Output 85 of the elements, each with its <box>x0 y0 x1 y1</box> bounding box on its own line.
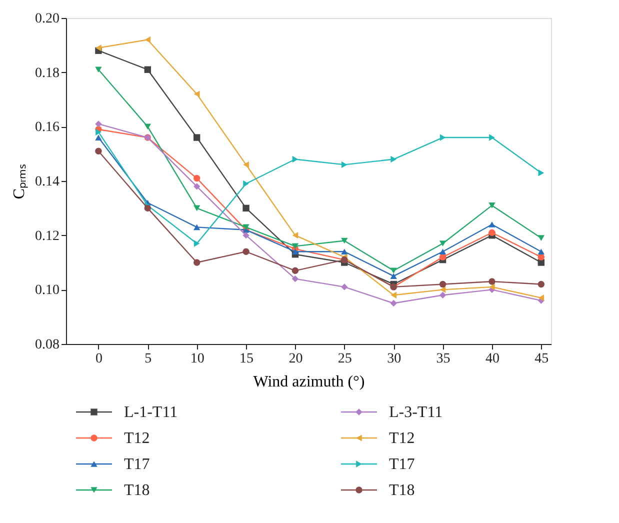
point <box>538 280 545 288</box>
legend-label: T12 <box>124 430 150 447</box>
x-tick-label: 20 <box>288 352 303 366</box>
x-tick-label: 25 <box>338 352 352 366</box>
point <box>341 248 348 255</box>
point <box>292 267 299 274</box>
point <box>193 134 200 141</box>
point <box>292 275 299 282</box>
x-axis-title: Wind azimuth (°) <box>253 374 365 390</box>
legend-label: L-3-T11 <box>389 404 443 421</box>
legend-label: T12 <box>389 430 415 447</box>
y-tick-label: 0.14 <box>35 174 60 190</box>
point <box>390 292 396 298</box>
x-tick-label: 10 <box>190 352 204 366</box>
point <box>193 205 200 212</box>
point <box>488 229 496 236</box>
point <box>439 292 446 298</box>
x-tick-label: 0 <box>95 352 102 366</box>
point <box>144 66 152 73</box>
point <box>489 284 495 290</box>
y-tick-label: 0.12 <box>35 228 60 244</box>
x-tick-label: 35 <box>436 352 450 366</box>
point <box>341 284 348 290</box>
point <box>390 300 397 307</box>
x-tick-label: 5 <box>144 352 152 366</box>
legend-label: T17 <box>124 456 150 473</box>
point <box>440 134 446 141</box>
point <box>193 259 200 266</box>
point <box>242 232 250 239</box>
point <box>538 235 545 241</box>
x-tick-label: 30 <box>387 352 402 366</box>
point <box>242 248 250 255</box>
point <box>342 161 348 168</box>
y-tick-label: 0.20 <box>35 12 60 26</box>
point <box>538 294 544 302</box>
point <box>390 268 397 274</box>
point <box>144 124 152 130</box>
point <box>292 248 299 255</box>
point <box>488 202 496 208</box>
point <box>95 120 102 128</box>
point <box>95 66 102 73</box>
point <box>439 280 446 288</box>
x-tick-label: 40 <box>485 352 500 366</box>
legend-label: T17 <box>389 456 415 473</box>
point <box>440 286 446 294</box>
point <box>144 36 151 44</box>
point <box>194 90 200 98</box>
point <box>243 180 249 188</box>
point <box>242 224 250 230</box>
point <box>538 248 545 255</box>
y-axis-title: Cₚᵣₘₛ <box>11 164 28 200</box>
point <box>292 243 299 250</box>
point <box>95 148 102 154</box>
point <box>538 254 545 260</box>
legend-label: T18 <box>389 482 415 499</box>
point <box>341 238 348 244</box>
point <box>95 134 102 140</box>
point <box>96 128 102 136</box>
point <box>292 156 298 163</box>
point <box>193 183 200 190</box>
y-tick-label: 0.18 <box>35 66 60 81</box>
point <box>194 240 200 247</box>
legend-label: T18 <box>124 482 150 499</box>
point <box>242 204 250 212</box>
y-tick-label: 0.16 <box>35 120 60 136</box>
point <box>292 232 298 239</box>
point <box>488 278 496 285</box>
x-tick-label: 15 <box>240 352 254 366</box>
point <box>489 134 495 141</box>
point <box>243 161 249 168</box>
point <box>193 224 200 230</box>
point <box>390 273 397 279</box>
point <box>538 169 544 176</box>
point <box>439 248 446 255</box>
x-tick-label: 45 <box>534 352 549 366</box>
point <box>439 240 446 246</box>
point <box>488 222 496 228</box>
point <box>439 254 446 260</box>
y-tick-label: 0.08 <box>35 338 60 352</box>
legend-label: L-1-T11 <box>124 404 178 421</box>
point <box>390 156 396 163</box>
y-tick-label: 0.10 <box>35 283 60 298</box>
point <box>96 44 102 52</box>
point <box>144 204 152 212</box>
point <box>193 174 200 182</box>
